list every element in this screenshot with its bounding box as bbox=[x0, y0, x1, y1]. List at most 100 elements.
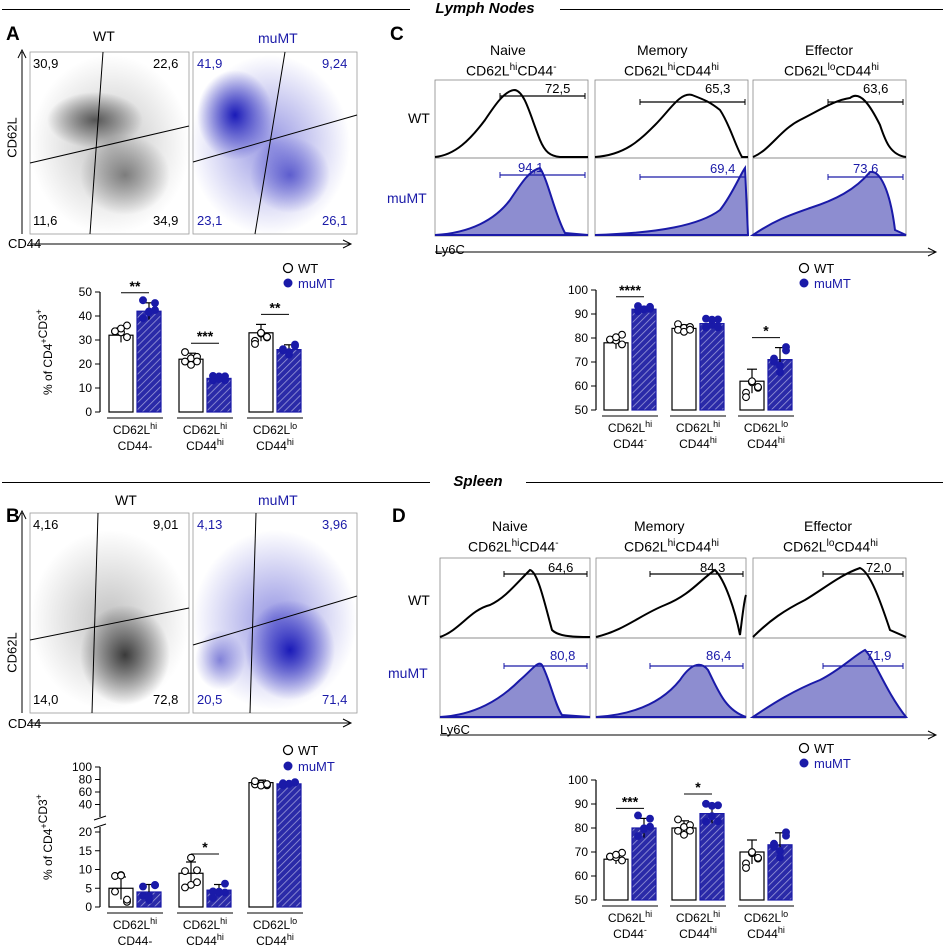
panel-d-wt-val-2: 84,3 bbox=[700, 560, 726, 575]
chart-a-dot-wt-3-4 bbox=[257, 328, 265, 337]
chart-a-dot-mumt-3-4 bbox=[285, 350, 293, 359]
chart-c-sig-label-1: **** bbox=[619, 282, 641, 298]
chart-d-dot-mumt-3-5 bbox=[782, 831, 790, 840]
chart-c-ytick-label-3: 80 bbox=[575, 331, 589, 345]
panel-a-mumt-title: muMT bbox=[258, 30, 298, 46]
chart-a-legend-wt-marker bbox=[282, 262, 294, 274]
chart-a-dot-mumt-3-3 bbox=[279, 345, 287, 354]
panel-d-wt-val-1: 64,6 bbox=[548, 560, 574, 575]
chart-d-bar-mumt-2 bbox=[699, 812, 725, 901]
chart-c-legend-mumt-label: muMT bbox=[814, 276, 851, 291]
panel-letter-b: B bbox=[6, 506, 20, 527]
chart-d-dot-mumt-3-3 bbox=[770, 839, 778, 848]
panel-d-mumt-val-1: 80,8 bbox=[550, 648, 576, 663]
panel-b-mumt-q4: 71,4 bbox=[322, 692, 348, 707]
chart-a-dot-mumt-1-5 bbox=[151, 299, 159, 307]
chart-b-dot-mumt-1-5 bbox=[151, 881, 159, 889]
panel-b-wt-q1: 4,16 bbox=[33, 517, 59, 532]
chart-a-dot-wt-3-3 bbox=[251, 339, 259, 348]
panel-d-col2-sub: CD62LhiCD44hi bbox=[624, 538, 719, 555]
chart-d-sig-label-1: *** bbox=[622, 793, 639, 809]
panel-d-histograms: Naive Memory Effector CD62LhiCD44- CD62L… bbox=[380, 510, 940, 740]
chart-a-legend-mumt-marker bbox=[283, 278, 293, 288]
chart-d-category-2-line2: CD44hi bbox=[679, 925, 717, 941]
chart-d-dot-wt-1-5 bbox=[618, 856, 626, 865]
panel-b-legend: WT muMT bbox=[282, 743, 335, 774]
panel-a-wt-title: WT bbox=[93, 28, 115, 44]
chart-d-dot-mumt-1-0 bbox=[634, 811, 642, 820]
panel-b-x-axis-label: CD44 bbox=[8, 716, 42, 731]
chart-c-dot-mumt-3-3 bbox=[770, 354, 778, 363]
chart-b-dot-mumt-3-5 bbox=[291, 778, 299, 787]
chart-c-bar-wt-1 bbox=[603, 342, 629, 411]
chart-b-ytick-label-lower-0: 0 bbox=[85, 900, 92, 914]
panel-c-col2-sub: CD62LhiCD44hi bbox=[624, 62, 719, 79]
chart-d-ytick-label-1: 60 bbox=[575, 869, 589, 883]
chart-c-legend-wt-marker bbox=[798, 262, 810, 274]
chart-a-ytick-label-0: 0 bbox=[85, 405, 92, 419]
panel-a-flow-plots: WT muMT CD62L CD44 30,9 22,6 11,6 34,9 4… bbox=[0, 0, 360, 260]
chart-a-ytick-label-3: 30 bbox=[79, 333, 93, 347]
chart-d-dot-mumt-2-2 bbox=[714, 817, 722, 826]
chart-d-dot-wt-3-3 bbox=[742, 863, 750, 872]
panel-c-wt-val-3: 63,6 bbox=[863, 81, 889, 96]
chart-b-dot-mumt-1-4 bbox=[145, 891, 153, 900]
chart-b-dot-wt-1-5 bbox=[123, 895, 131, 904]
chart-a-bar-mumt-3 bbox=[276, 348, 302, 413]
chart-d-category-1-line1: CD62Lhi bbox=[608, 909, 652, 925]
panel-d-wt-val-3: 72,0 bbox=[866, 560, 892, 575]
panel-b-legend-mumt-marker bbox=[283, 761, 293, 771]
chart-a-dot-mumt-3-5 bbox=[291, 342, 299, 350]
chart-a-ytick-label-2: 20 bbox=[79, 357, 93, 371]
chart-c-ytick-label-0: 50 bbox=[575, 403, 589, 417]
chart-a-dot-mumt-2-5 bbox=[221, 372, 229, 381]
chart-d-dot-mumt-3-1 bbox=[776, 847, 784, 855]
chart-c-legend-mumt-marker bbox=[799, 278, 809, 288]
chart-c-dot-wt-2-5 bbox=[686, 325, 694, 334]
chart-d-ytick-label-5: 100 bbox=[568, 773, 588, 787]
chart-d-ytick-label-2: 70 bbox=[575, 845, 589, 859]
chart-b-category-1-line2: CD44- bbox=[118, 934, 153, 948]
panel-c-col1-name: Naive bbox=[490, 42, 526, 58]
chart-a-dot-wt-2-0 bbox=[181, 348, 189, 357]
chart-b-dot-mumt-2-5 bbox=[221, 879, 229, 888]
panel-a-y-axis-label: CD62L bbox=[4, 117, 20, 158]
chart-c-sig-label-3: * bbox=[763, 323, 769, 339]
panel-c-histograms: Naive Memory Effector CD62LhiCD44- CD62L… bbox=[380, 30, 940, 260]
chart-c-ytick-label-1: 60 bbox=[575, 379, 589, 393]
chart-a-ytick-label-4: 40 bbox=[79, 309, 93, 323]
panel-a-wt-q2: 22,6 bbox=[153, 56, 179, 71]
chart-b-dot-wt-2-0 bbox=[181, 867, 189, 876]
panel-c-row-mumt: muMT bbox=[387, 190, 427, 206]
panel-b-mumt-q1: 4,13 bbox=[197, 517, 223, 532]
chart-a-legend-mumt-label: muMT bbox=[298, 276, 335, 291]
panel-b-y-axis-label: CD62L bbox=[4, 632, 20, 673]
chart-a-dot-wt-1-4 bbox=[117, 324, 125, 333]
panel-b-legend-wt-label: WT bbox=[298, 743, 318, 758]
chart-d-category-1-line2: CD44- bbox=[613, 925, 647, 941]
panel-d-x-axis-label: Ly6C bbox=[440, 722, 470, 737]
chart-c-dot-wt-3-5 bbox=[754, 383, 762, 391]
chart-a-dot-wt-2-5 bbox=[193, 357, 201, 366]
chart-c-dot-mumt-2-2 bbox=[714, 323, 722, 332]
panel-c-col3-sub: CD62LloCD44hi bbox=[784, 62, 879, 79]
chart-d-dot-mumt-1-4 bbox=[640, 825, 648, 834]
chart-b-category-1-line1: CD62Lhi bbox=[113, 916, 157, 932]
chart-d-bar-wt-1 bbox=[603, 858, 629, 901]
panel-c-col3-name: Effector bbox=[805, 42, 853, 58]
chart-c-bar-mumt-2 bbox=[699, 322, 725, 411]
panel-c-wt-val-2: 65,3 bbox=[705, 81, 731, 96]
panel-a-bar-chart: 0 10 20 30 40 50 % of CD4+CD3+ CD62Lhi CD44- ** CD… bbox=[34, 262, 335, 453]
chart-d-category-2-line1: CD62Lhi bbox=[676, 909, 720, 925]
panel-b-legend-wt-marker bbox=[282, 744, 294, 756]
chart-a-dot-wt-1-2 bbox=[123, 321, 131, 330]
chart-d-legend-wt-label: WT bbox=[814, 741, 834, 756]
panel-c-hist-svg bbox=[434, 79, 938, 257]
panel-c-row-wt: WT bbox=[408, 110, 430, 126]
panel-b-mumt-q3: 20,5 bbox=[197, 692, 223, 707]
chart-a-dot-wt-3-5 bbox=[263, 332, 271, 341]
chart-d-dot-wt-3-5 bbox=[754, 853, 762, 862]
panel-d-col3-sub: CD62LloCD44hi bbox=[783, 538, 878, 555]
chart-b-dot-wt-3-3 bbox=[251, 777, 259, 786]
